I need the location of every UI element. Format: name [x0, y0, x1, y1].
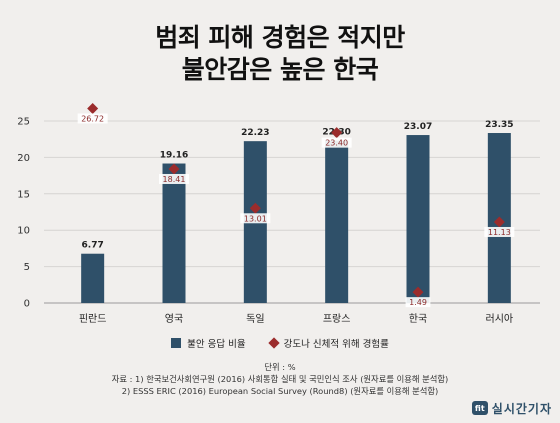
bar	[81, 253, 105, 303]
bar-value-label: 22.23	[241, 128, 269, 138]
x-category-label: 독일	[246, 313, 264, 325]
bar	[406, 135, 430, 303]
diamond-marker	[331, 127, 343, 139]
diamond-value-label: 11.13	[488, 228, 511, 237]
x-category-label: 핀란드	[79, 313, 107, 325]
y-tick-label: 10	[17, 226, 30, 237]
source-line-2: 2) ESSS ERIC (2016) European Social Surv…	[121, 386, 439, 396]
diamond-marker	[168, 163, 180, 175]
legend: 불안 응답 비율 강도나 신체적 위해 경험률	[0, 336, 560, 350]
bar-value-label: 23.07	[404, 122, 432, 132]
bar	[162, 163, 186, 303]
brand-logo: fit 실시간기자	[471, 397, 552, 419]
diamond-marker	[412, 286, 424, 298]
y-tick-label: 20	[17, 153, 30, 164]
legend-diamond-label: 강도나 신체적 위해 경험률	[283, 339, 389, 350]
bar	[325, 140, 349, 303]
diamond-label-bg	[159, 173, 189, 184]
diamond-value-label: 13.01	[244, 214, 267, 223]
diamond-label-bg	[484, 226, 515, 237]
diamond-value-label: 26.72	[81, 114, 104, 123]
x-category-label: 러시아	[486, 313, 514, 325]
legend-bar-label: 불안 응답 비율	[187, 339, 246, 350]
bar-chart: 05101520256.77핀란드19.16영국22.23독일22.30프랑스2…	[17, 102, 540, 325]
diamond-label-bg	[77, 113, 108, 124]
y-tick-label: 5	[24, 262, 30, 273]
brand-name: 실시간기자	[491, 401, 552, 416]
diamond-label-bg	[240, 213, 271, 224]
diamond-value-label: 1.49	[409, 298, 427, 307]
y-tick-label: 25	[17, 117, 30, 128]
chart-title-line-2: 불안감은 높은 한국	[181, 55, 379, 84]
brand-icon: fit	[471, 401, 488, 415]
diamond-marker	[249, 202, 261, 214]
diamond-label-bg	[405, 297, 431, 308]
y-tick-label: 0	[24, 299, 30, 310]
legend-bar-swatch	[171, 338, 182, 348]
y-tick-label: 15	[17, 189, 30, 200]
diamond-marker	[87, 102, 99, 114]
source-notes: 단위 : % 자료 : 1) 한국보건사회연구원 (2016) 사회통합 실태 …	[0, 361, 560, 397]
diamond-label-bg	[321, 137, 352, 148]
bar-value-label: 6.77	[82, 241, 104, 251]
x-category-label: 영국	[165, 313, 183, 325]
legend-item-bar: 불안 응답 비율	[171, 336, 246, 350]
diamond-value-label: 23.40	[325, 139, 348, 148]
x-category-label: 프랑스	[323, 313, 351, 325]
legend-diamond-swatch	[267, 337, 280, 349]
bar-value-label: 19.16	[160, 151, 188, 161]
diamond-value-label: 18.41	[163, 175, 186, 184]
source-line-1: 자료 : 1) 한국보건사회연구원 (2016) 사회통합 실태 및 국민인식 …	[111, 374, 449, 384]
bar-value-label: 23.35	[485, 120, 513, 130]
chart-title-line-1: 범죄 피해 경험은 적지만	[155, 23, 405, 52]
unit-note: 단위 : %	[264, 362, 296, 372]
diamond-marker	[493, 216, 505, 228]
legend-item-diamond: 강도나 신체적 위해 경험률	[267, 336, 389, 350]
chart-title: 범죄 피해 경험은 적지만 불안감은 높은 한국	[0, 22, 560, 86]
x-category-label: 한국	[409, 313, 427, 325]
